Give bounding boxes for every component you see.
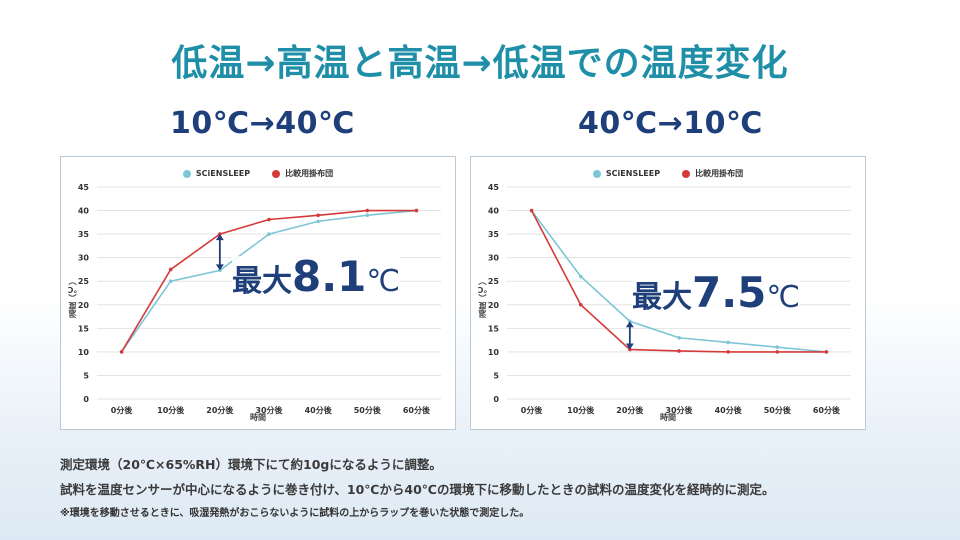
callout-prefix: 最大 (232, 264, 292, 299)
data-point (529, 208, 534, 213)
data-point (316, 213, 320, 218)
data-point (316, 219, 320, 224)
y-tick-label: 20 (78, 301, 90, 310)
x-axis-label: 時間 (660, 413, 676, 422)
legend-label-comparison: 比較用掛布団 (695, 169, 744, 178)
x-tick-label: 50分後 (354, 405, 382, 415)
legend-item-comparison: 比較用掛布団 (272, 168, 333, 179)
data-point (578, 274, 583, 279)
left-chart-subtitle: 10℃→40℃ (170, 106, 355, 141)
y-tick-label: 0 (493, 395, 499, 404)
max-difference-callout-cooling: 最大7.5℃ (632, 272, 801, 315)
legend-item-sciensleep: SCiENSLEEP (592, 168, 661, 179)
y-tick-label: 5 (493, 371, 499, 380)
max-difference-callout-heating: 最大8.1℃ (232, 256, 401, 299)
data-point (218, 232, 222, 236)
x-tick-label: 40分後 (715, 405, 743, 415)
y-tick-label: 15 (488, 324, 500, 333)
data-point (677, 349, 681, 353)
callout-value: 7.5 (692, 268, 767, 317)
x-tick-label: 10分後 (157, 405, 185, 415)
data-point (168, 279, 173, 284)
data-point (365, 213, 370, 218)
x-tick-label: 0分後 (111, 405, 134, 415)
y-tick-label: 35 (488, 230, 500, 239)
y-tick-label: 0 (83, 395, 89, 404)
legend-marker-sciensleep (182, 169, 191, 178)
y-tick-label: 25 (488, 277, 500, 286)
legend-marker-comparison (272, 169, 281, 178)
legend-label-sciensleep: SCiENSLEEP (605, 169, 661, 178)
data-point (414, 208, 419, 213)
data-point (628, 347, 632, 352)
y-tick-label: 40 (78, 207, 90, 216)
legend-marker-sciensleep (592, 169, 601, 178)
callout-unit: ℃ (366, 264, 401, 299)
data-point (168, 267, 173, 272)
y-tick-label: 45 (488, 183, 500, 192)
x-tick-label: 60分後 (813, 405, 841, 415)
legend-label-comparison: 比較用掛布団 (285, 169, 334, 178)
data-point (775, 345, 780, 349)
x-tick-label: 10分後 (567, 405, 595, 415)
data-point (628, 319, 632, 324)
note-procedure: 試料を温度センサーが中心になるように巻き付け、10℃から40℃の環境下に移動した… (60, 482, 775, 497)
x-tick-label: 40分後 (305, 405, 333, 415)
note-footnote: ※環境を移動させるときに、吸湿発熱がおこらないように試料の上からラップを巻いた状… (60, 508, 530, 519)
callout-value: 8.1 (292, 252, 367, 301)
y-tick-label: 30 (488, 254, 500, 263)
data-point (775, 350, 780, 354)
y-tick-label: 45 (78, 183, 90, 192)
data-point (726, 350, 730, 354)
legend-label-sciensleep: SCiENSLEEP (195, 169, 251, 178)
y-tick-label: 5 (83, 371, 89, 380)
y-tick-label: 15 (78, 324, 90, 333)
chart-legend: SCiENSLEEP 比較用掛布団 (61, 168, 455, 179)
data-point (824, 350, 829, 354)
difference-arrow-head-up (215, 234, 224, 241)
chart-heating-svg: 0 5 10 15 20 25 30 35 40 45 0分後 10分後 20分後 30分後 40分後 50分… (78, 183, 441, 415)
legend-item-sciensleep: SCiENSLEEP (182, 168, 251, 179)
x-tick-label: 30分後 (665, 405, 693, 415)
data-point (726, 340, 730, 345)
chart-cooling-svg: 0 5 10 15 20 25 30 35 40 45 0分後 10分後 20分後 30分後 40分後 50分… (488, 183, 851, 415)
measurement-notes: 測定環境（20℃×65%RH）環境下にて約10gになるように調整。 試料を温度セ… (60, 454, 920, 519)
right-chart-subtitle: 40℃→10℃ (578, 106, 763, 141)
x-tick-label: 30分後 (255, 405, 283, 415)
difference-arrow-head-down (625, 343, 634, 350)
callout-prefix: 最大 (632, 280, 692, 315)
x-tick-label: 20分後 (206, 405, 234, 415)
page-title: 低温→高温と高温→低温での温度変化 (171, 43, 789, 84)
note-environment: 測定環境（20℃×65%RH）環境下にて約10gになるように調整。 (60, 457, 442, 472)
y-tick-label: 30 (78, 254, 90, 263)
data-point (267, 217, 271, 222)
x-tick-label: 50分後 (764, 405, 792, 415)
x-tick-label: 0分後 (521, 405, 544, 415)
data-point (677, 335, 681, 340)
y-tick-label: 10 (488, 348, 500, 357)
y-tick-label: 40 (488, 207, 500, 216)
legend-marker-comparison (682, 169, 691, 178)
chart-legend: SCiENSLEEP 比較用掛布団 (471, 168, 865, 179)
x-tick-label: 20分後 (616, 405, 644, 415)
y-tick-label: 35 (78, 230, 90, 239)
difference-arrow-head-up (625, 321, 634, 328)
legend-item-comparison: 比較用掛布団 (682, 168, 743, 179)
data-point (119, 350, 124, 354)
y-tick-label: 25 (78, 277, 90, 286)
y-tick-label: 10 (78, 348, 90, 357)
callout-unit: ℃ (766, 280, 801, 315)
data-point (365, 208, 370, 213)
y-tick-label: 20 (488, 301, 500, 310)
x-tick-label: 60分後 (403, 405, 431, 415)
difference-arrow-head-down (215, 264, 224, 271)
data-point (267, 232, 271, 236)
data-point (578, 302, 583, 307)
x-axis-label: 時間 (250, 413, 266, 422)
